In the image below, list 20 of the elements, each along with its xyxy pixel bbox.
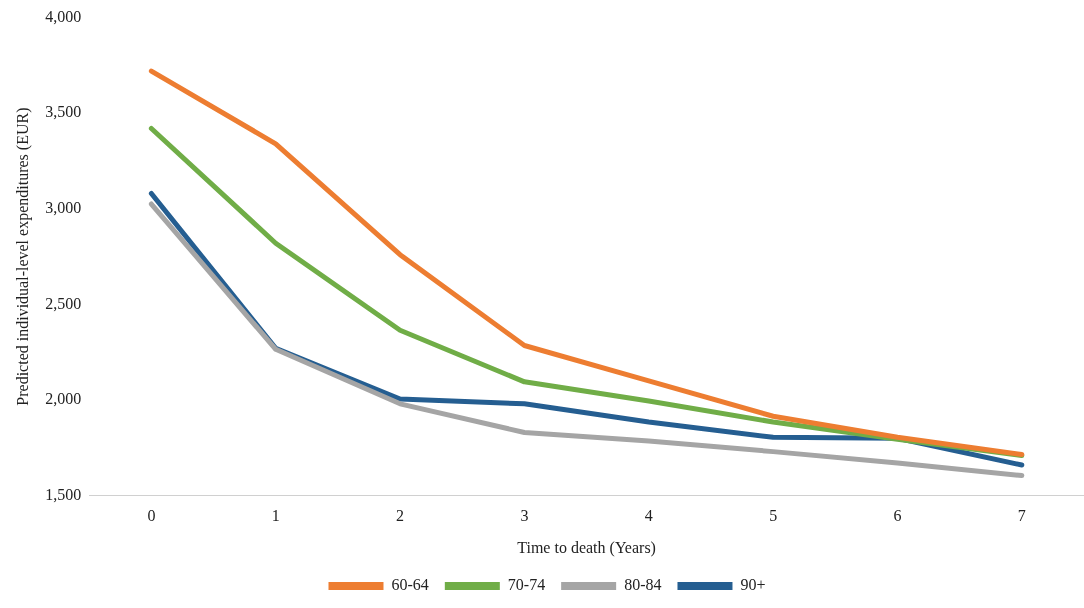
x-tick-label: 4 bbox=[644, 507, 653, 525]
y-tick-label: 3,000 bbox=[45, 199, 82, 216]
y-axis-title: Predicted individual-level expenditures (EUR) bbox=[13, 107, 32, 406]
legend-label: 80-84 bbox=[624, 576, 662, 594]
x-tick-label: 7 bbox=[1017, 507, 1026, 525]
x-tick-label: 6 bbox=[893, 507, 902, 525]
x-tick-label: 1 bbox=[271, 507, 280, 525]
x-axis-title: Time to death (Years) bbox=[517, 538, 656, 557]
y-tick-label: 2,500 bbox=[45, 294, 82, 312]
y-tick-label: 1,500 bbox=[45, 485, 82, 503]
x-tick-label: 3 bbox=[520, 507, 529, 525]
y-tick-label: 4,000 bbox=[45, 7, 82, 25]
x-tick-label: 5 bbox=[769, 507, 778, 525]
x-tick-label: 0 bbox=[147, 507, 156, 525]
legend-label: 90+ bbox=[740, 576, 766, 594]
legend-label: 70-74 bbox=[507, 576, 546, 594]
y-tick-label: 2,000 bbox=[45, 390, 82, 408]
y-tick-label: 3,500 bbox=[45, 103, 82, 121]
x-tick-label: 2 bbox=[396, 507, 405, 525]
legend-label: 60-64 bbox=[391, 576, 429, 594]
